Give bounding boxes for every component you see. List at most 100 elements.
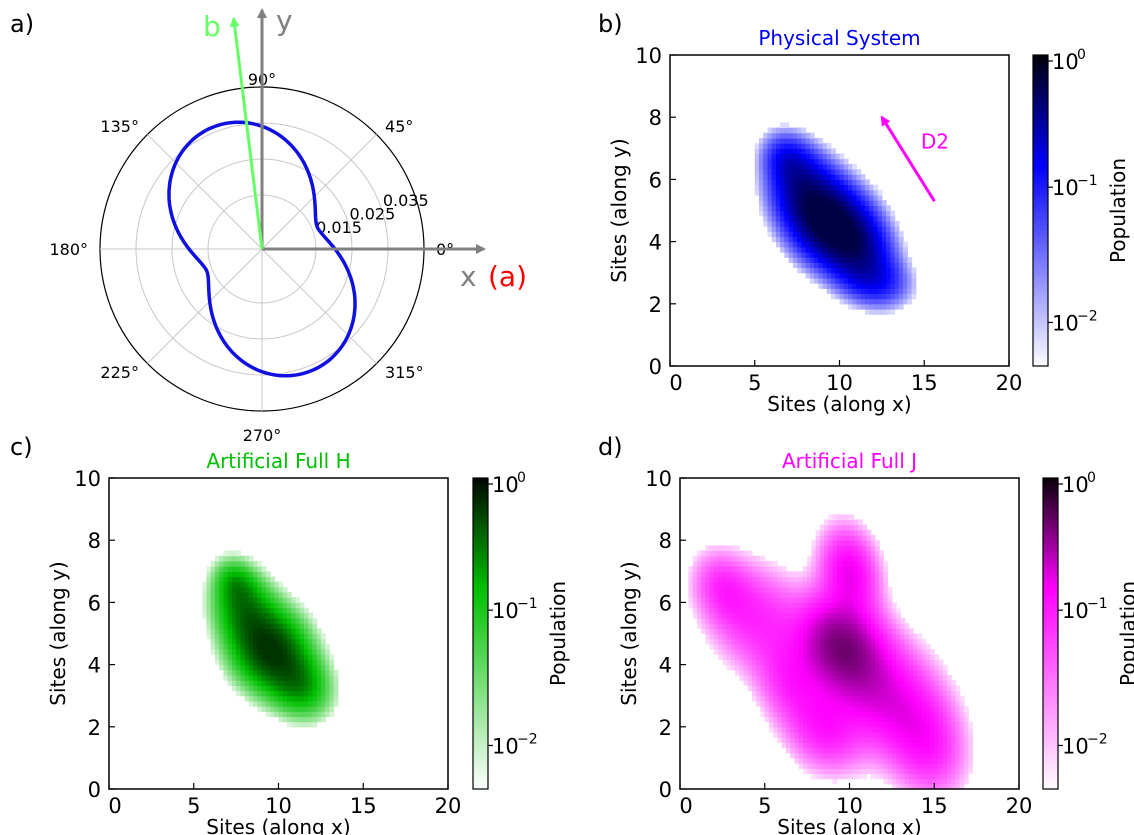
heatmap-cell: [771, 143, 777, 149]
heatmap-cell: [726, 649, 732, 655]
x-tick-label: 0: [679, 794, 692, 818]
heatmap-cell: [831, 246, 836, 253]
heatmap-cell: [963, 721, 969, 728]
heatmap-cell: [853, 550, 859, 557]
heatmap-cell: [879, 638, 884, 645]
heatmap-cell: [938, 706, 944, 712]
heatmap-cell: [815, 633, 821, 640]
heatmap-cell: [692, 612, 698, 619]
heatmap-cell: [775, 169, 781, 175]
heatmap-cell: [866, 586, 872, 593]
heatmap-cell: [832, 721, 838, 728]
heatmap-cell: [805, 205, 811, 212]
heatmap-cell: [777, 623, 783, 629]
heatmap-cell: [320, 711, 326, 718]
heatmap-cell: [845, 664, 851, 671]
heatmap-cell: [790, 726, 796, 733]
heatmap-cell: [696, 617, 702, 624]
heatmap-cell: [836, 514, 842, 521]
heatmap-cell: [815, 623, 821, 629]
heatmap-cell: [701, 576, 707, 583]
heatmap-cell: [874, 581, 880, 588]
heatmap-cell: [866, 685, 872, 692]
heatmap-cell: [887, 695, 893, 702]
colorbar-segment: [1033, 222, 1048, 227]
heatmap-cell: [930, 768, 935, 775]
heatmap-cell: [709, 643, 715, 650]
heatmap-cell: [214, 576, 220, 583]
heatmap-cell: [835, 184, 841, 191]
heatmap-cell: [881, 308, 887, 315]
heatmap-cell: [811, 700, 817, 707]
heatmap-cell: [265, 623, 271, 629]
heatmap-cell: [815, 768, 821, 775]
heatmap-cell: [303, 690, 309, 697]
heatmap-cell: [286, 711, 292, 718]
heatmap-cell: [818, 143, 824, 149]
heatmap-cell: [824, 742, 829, 749]
colorbar-segment: [1033, 78, 1048, 83]
heatmap-cell: [781, 617, 787, 624]
heatmap-cell: [815, 586, 821, 593]
heatmap-cell: [282, 700, 288, 707]
heatmap-cell: [879, 674, 884, 681]
heatmap-cell: [333, 695, 339, 702]
heatmap-cell: [824, 763, 829, 769]
heatmap-cell: [282, 628, 288, 635]
heatmap-cell: [908, 628, 914, 635]
heatmap-cell: [942, 747, 948, 754]
heatmap-cell: [890, 303, 896, 310]
heatmap-cell: [785, 716, 791, 723]
heatmap-cell: [291, 612, 297, 619]
heatmap-cell: [781, 690, 787, 697]
heatmap-cell: [767, 143, 773, 149]
heatmap-cell: [752, 638, 757, 645]
heatmap-cell: [773, 602, 779, 609]
heatmap-cell: [951, 716, 957, 723]
heatmap-cell: [856, 194, 862, 201]
heatmap-cell: [303, 700, 309, 707]
heatmap-cell: [879, 633, 884, 640]
heatmap-cell: [908, 674, 914, 681]
heatmap-cell: [853, 726, 859, 733]
heatmap-cell: [946, 783, 952, 790]
heatmap-cell: [819, 752, 825, 759]
heatmap-cell: [904, 633, 910, 640]
heatmap-cell: [214, 607, 220, 614]
heatmap-cell: [696, 550, 702, 557]
heatmap-cell: [913, 721, 918, 728]
heatmap-cell: [896, 726, 901, 733]
heatmap-cell: [883, 649, 889, 655]
heatmap-cell: [253, 685, 258, 692]
heatmap-cell: [726, 545, 732, 552]
heatmap-cell: [814, 236, 819, 243]
heatmap-cell: [739, 623, 745, 629]
heatmap-cell: [819, 612, 825, 619]
heatmap-cell: [836, 592, 842, 598]
heatmap-cell: [870, 773, 876, 780]
heatmap-cell: [807, 721, 812, 728]
heatmap-cell: [763, 220, 769, 227]
heatmap-cell: [862, 633, 868, 640]
heatmap-cell: [312, 685, 318, 692]
heatmap-cell: [857, 721, 863, 728]
heatmap-cell: [857, 571, 863, 578]
heatmap-cell: [739, 643, 745, 650]
heatmap-cell: [860, 257, 866, 263]
heatmap-cell: [828, 586, 834, 593]
heatmap-cell: [730, 576, 736, 583]
heatmap-cell: [764, 659, 770, 666]
heatmap-cell: [274, 592, 280, 598]
heatmap-cell: [722, 659, 728, 666]
heatmap-cell: [692, 602, 698, 609]
heatmap-cell: [248, 566, 254, 572]
heatmap-cell: [236, 633, 241, 640]
heatmap-cell: [316, 685, 322, 692]
heatmap-cell: [959, 773, 965, 780]
heatmap-cell: [316, 669, 322, 676]
heatmap-cell: [807, 680, 812, 686]
y-tick-label: 0: [88, 778, 101, 802]
heatmap-cell: [831, 158, 836, 165]
heatmap-cell: [852, 288, 858, 295]
